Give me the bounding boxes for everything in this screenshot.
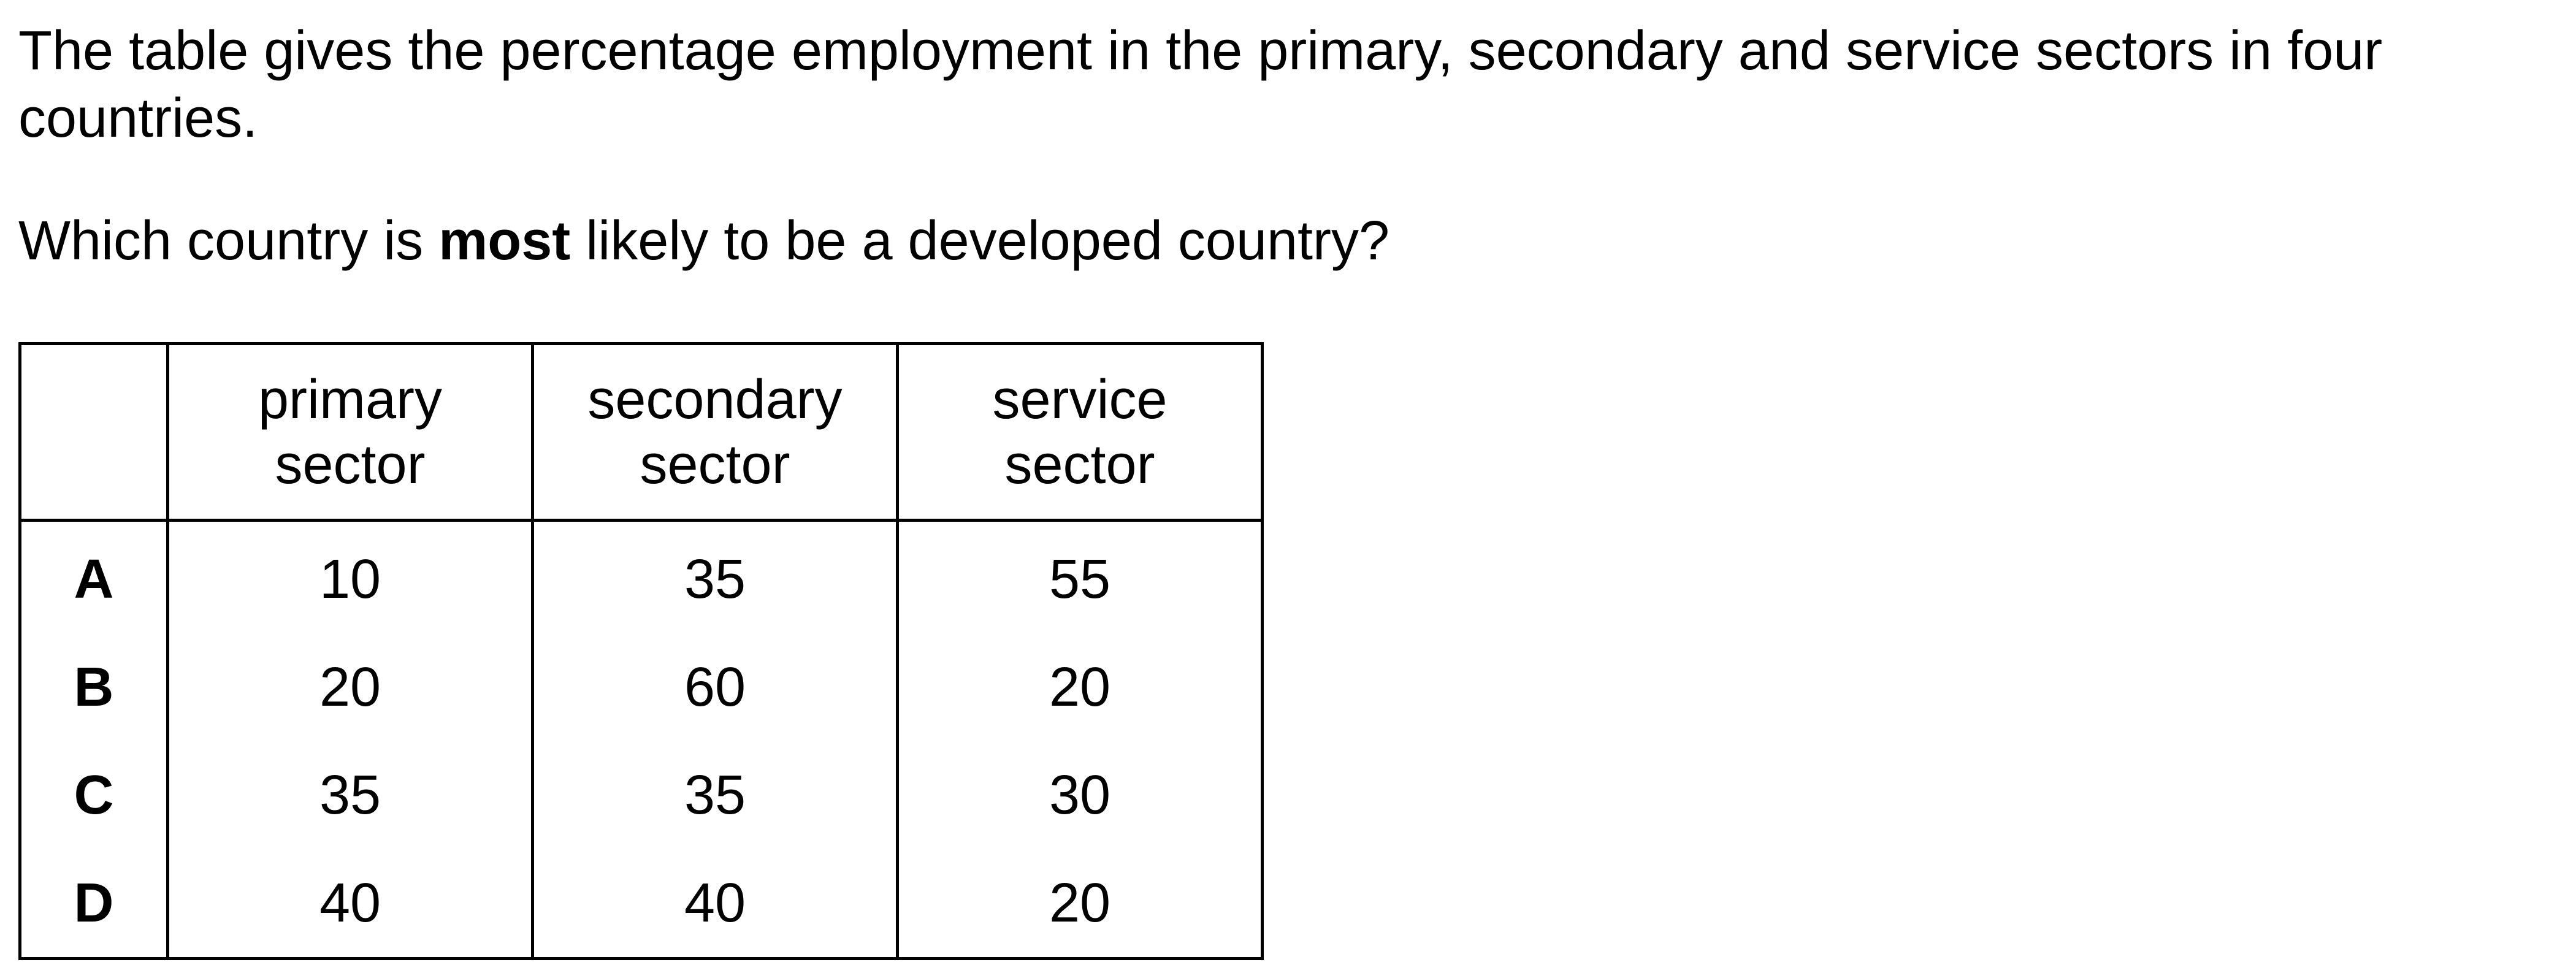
table-cell: 10 xyxy=(166,520,534,633)
table-cell: 35 xyxy=(166,741,534,849)
table-header-row: primary sector secondary sector service sec… xyxy=(18,342,1264,522)
header-secondary-sector: secondary sector xyxy=(531,342,899,522)
table-cell: 20 xyxy=(166,633,534,741)
table-cell: 20 xyxy=(896,633,1264,741)
header-empty-cell xyxy=(18,342,169,522)
table-cell: 35 xyxy=(531,520,899,633)
row-label: C xyxy=(18,741,169,849)
question-intro: The table gives the percentage employmen… xyxy=(18,20,2383,149)
table-row: D 40 40 20 xyxy=(18,849,1264,960)
question-prompt: Which country is most likely to be a dev… xyxy=(18,207,1389,275)
header-line: sector xyxy=(275,433,426,495)
header-line: sector xyxy=(640,433,790,495)
header-service-sector: service sector xyxy=(896,342,1264,522)
table-row: C 35 35 30 xyxy=(18,741,1264,849)
header-line: primary xyxy=(258,368,442,430)
table-row: B 20 60 20 xyxy=(18,633,1264,741)
row-label: A xyxy=(18,520,169,633)
prompt-emphasis: most xyxy=(438,210,571,272)
employment-table: primary sector secondary sector service sec… xyxy=(18,342,1264,960)
header-line: sector xyxy=(1004,433,1155,495)
table-cell: 55 xyxy=(896,520,1264,633)
prompt-text-after: likely to be a developed country? xyxy=(570,210,1390,272)
table-cell: 60 xyxy=(531,633,899,741)
table-cell: 30 xyxy=(896,741,1264,849)
table-cell: 35 xyxy=(531,741,899,849)
prompt-text-before: Which country is xyxy=(18,210,439,272)
table-cell: 20 xyxy=(896,849,1264,960)
row-label: B xyxy=(18,633,169,741)
header-line: service xyxy=(992,368,1168,430)
table-cell: 40 xyxy=(531,849,899,960)
header-line: secondary xyxy=(587,368,843,430)
table-cell: 40 xyxy=(166,849,534,960)
table-row: A 10 35 55 xyxy=(18,520,1264,633)
header-primary-sector: primary sector xyxy=(166,342,534,522)
row-label: D xyxy=(18,849,169,960)
